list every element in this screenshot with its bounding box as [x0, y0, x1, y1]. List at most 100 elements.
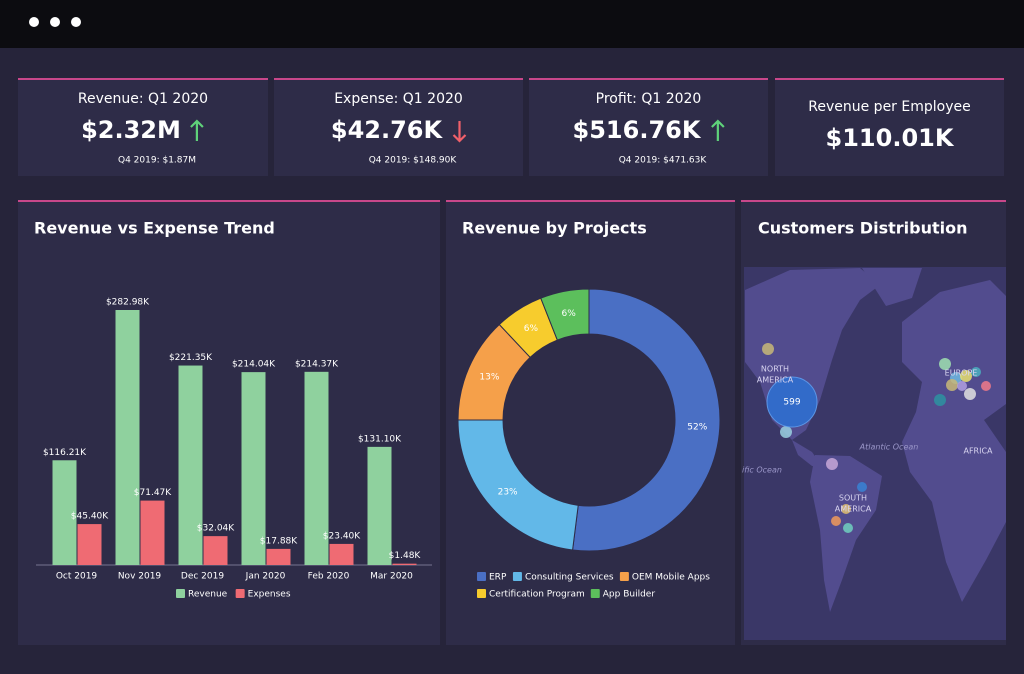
bubble[interactable]: [939, 358, 951, 370]
slice-label: 23%: [498, 487, 518, 497]
bubble[interactable]: [946, 379, 958, 391]
bubble: [766, 376, 818, 428]
kpi-title: Profit: Q1 2020: [596, 91, 702, 107]
kpi-value: $516.76K: [573, 116, 702, 144]
slice-label: 6%: [562, 309, 577, 319]
bubble[interactable]: [762, 343, 774, 355]
continent: [862, 268, 922, 306]
x-tick-label: Oct 2019: [56, 572, 98, 582]
card-accent: [529, 78, 768, 80]
kpi-value: $2.32M: [81, 116, 181, 144]
x-tick-label: Dec 2019: [181, 572, 224, 582]
window-dot[interactable]: [29, 17, 39, 27]
data-label: $116.21K: [43, 448, 87, 458]
donut-slice: [572, 288, 721, 552]
legend-swatch: [512, 572, 522, 581]
data-label: $1.48K: [389, 551, 422, 561]
legend-swatch: [477, 589, 486, 598]
card-accent: [274, 78, 523, 80]
bar: [203, 536, 228, 565]
window-dot[interactable]: [71, 17, 81, 27]
bubble[interactable]: [857, 482, 867, 492]
card-accent: [18, 78, 268, 80]
legend-label: Revenue: [188, 590, 228, 600]
bar: [304, 371, 329, 565]
bar: [392, 563, 417, 565]
legend-label: ERP: [489, 573, 507, 583]
card: [775, 78, 1004, 176]
bubble[interactable]: [843, 523, 853, 533]
bar: [367, 446, 392, 565]
bar: [241, 372, 266, 565]
map-label: NORTH: [761, 365, 789, 374]
x-tick-label: Jan 2020: [245, 572, 286, 582]
data-label: $131.10K: [358, 434, 402, 444]
map-label: Atlantic Ocean: [859, 443, 919, 452]
legend-label: App Builder: [603, 590, 656, 600]
map-label: SOUTH: [839, 494, 867, 503]
bubble[interactable]: [780, 426, 792, 438]
kpi-comparison: Q4 2019: $471.63K: [619, 156, 708, 166]
bar: [52, 460, 77, 565]
card: [274, 78, 523, 176]
bar: [329, 543, 354, 565]
kpi-title: Revenue per Employee: [808, 99, 970, 115]
kpi-comparison: Q4 2019: $148.90K: [369, 156, 458, 166]
bar: [77, 524, 102, 565]
legend-swatch: [235, 589, 245, 598]
panel-title: Revenue vs Expense Trend: [34, 219, 275, 238]
panel-title: Customers Distribution: [758, 219, 967, 238]
bubble[interactable]: [960, 370, 972, 382]
card-accent: [18, 200, 440, 202]
window-dot[interactable]: [50, 17, 60, 27]
legend-label: Consulting Services: [525, 573, 614, 583]
map-label: AMERICA: [757, 376, 794, 385]
bubble[interactable]: [964, 388, 976, 400]
bubble[interactable]: [841, 504, 851, 514]
data-label: $214.04K: [232, 360, 276, 370]
panel-title: Revenue by Projects: [462, 219, 647, 238]
map-label: ific Ocean: [742, 466, 782, 475]
data-label: $45.40K: [71, 512, 109, 522]
continent: [902, 280, 1006, 602]
legend-label: OEM Mobile Apps: [632, 573, 710, 583]
data-label: $17.88K: [260, 536, 298, 546]
data-label: $32.04K: [197, 524, 235, 534]
map-label: EUROPE: [945, 369, 978, 378]
legend-label: Certification Program: [489, 590, 585, 600]
bar: [140, 500, 165, 565]
map-label: AFRICA: [963, 447, 993, 456]
bubble-label: 599: [783, 398, 800, 408]
legend-swatch: [176, 589, 185, 598]
map-label: AMERICA: [835, 505, 872, 514]
data-label: $23.40K: [323, 531, 361, 541]
bubble[interactable]: [971, 367, 981, 377]
trend-arrow: [190, 119, 204, 141]
kpi-title: Expense: Q1 2020: [334, 91, 463, 107]
bubble[interactable]: [831, 516, 841, 526]
bubble[interactable]: [934, 394, 946, 406]
slice-label: 6%: [524, 324, 539, 334]
bubble[interactable]: [981, 381, 991, 391]
legend-label: Expenses: [248, 590, 291, 600]
kpi-value: $110.01K: [826, 124, 955, 152]
bubble[interactable]: [826, 458, 838, 470]
slice-label: 52%: [687, 422, 707, 432]
customer-bubbles: [762, 343, 991, 533]
trend-arrow: [452, 121, 467, 143]
slice-label: 13%: [479, 372, 499, 382]
card: [18, 200, 440, 645]
card-accent: [775, 78, 1004, 80]
card-accent: [741, 200, 1006, 202]
card: [529, 78, 768, 176]
legend-swatch: [477, 572, 486, 581]
legend-swatch: [619, 572, 629, 581]
x-tick-label: Feb 2020: [308, 572, 350, 582]
bubble[interactable]: [957, 381, 967, 391]
card-accent: [446, 200, 735, 202]
bar: [178, 365, 203, 565]
kpi-value: $42.76K: [331, 116, 444, 144]
legend-swatch: [590, 589, 600, 598]
